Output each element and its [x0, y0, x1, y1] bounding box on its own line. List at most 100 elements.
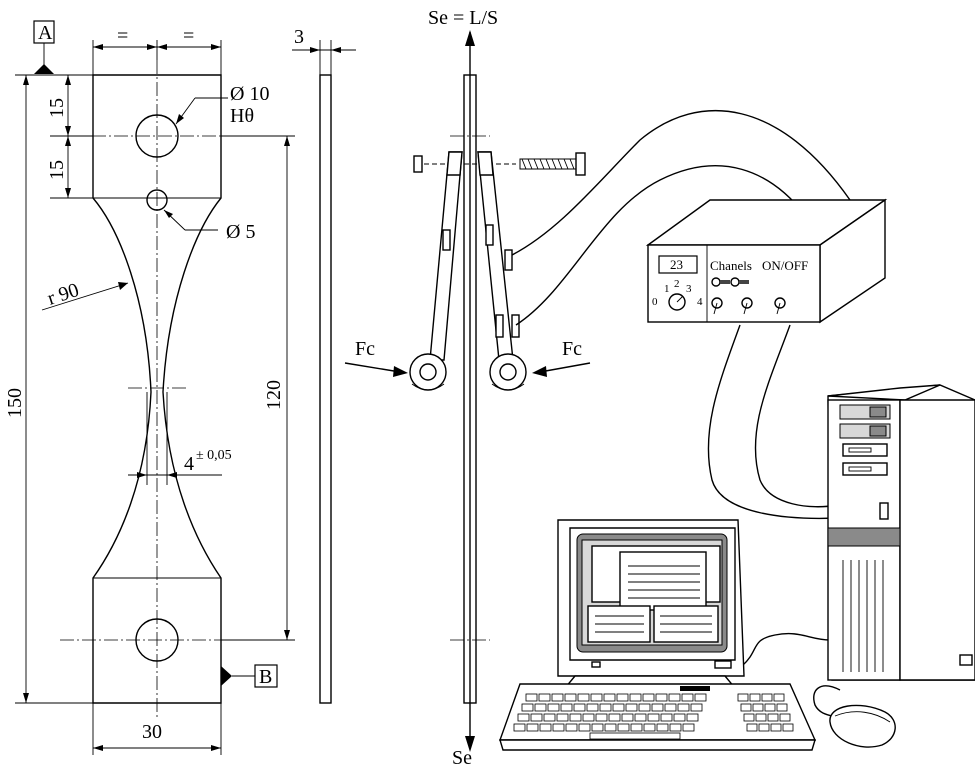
keyboard-key[interactable] [616, 693, 629, 702]
keyboard-key[interactable] [668, 693, 681, 702]
specimen-side-view: 3 [292, 26, 356, 704]
keyboard-key[interactable] [569, 713, 582, 722]
mouse[interactable] [829, 704, 896, 748]
dim-gauge: 120 [221, 135, 295, 641]
numpad-key[interactable] [779, 713, 791, 722]
numpad-key[interactable] [740, 703, 752, 712]
keyboard-key[interactable] [630, 723, 643, 732]
keyboard-key[interactable] [595, 713, 608, 722]
keyboard-key[interactable] [573, 703, 586, 712]
keyboard-key[interactable] [643, 723, 656, 732]
floppy-slot [848, 447, 872, 453]
numpad-key[interactable] [743, 713, 755, 722]
numpad-key[interactable] [761, 693, 773, 702]
keyboard-key[interactable] [538, 693, 551, 702]
keyboard-key[interactable] [565, 723, 578, 732]
keyboard-key[interactable] [656, 723, 669, 732]
keyboard-key[interactable] [586, 703, 599, 712]
keyboard-key[interactable] [590, 693, 603, 702]
numpad-key[interactable] [764, 703, 776, 712]
power-button[interactable] [879, 502, 889, 520]
keyboard-key[interactable] [617, 723, 630, 732]
keyboard-key[interactable] [682, 723, 695, 732]
pc-tower [827, 384, 975, 681]
keyboard-key[interactable] [534, 703, 547, 712]
keyboard-key[interactable] [686, 713, 699, 722]
keyboard-key[interactable] [642, 693, 655, 702]
bolt [413, 152, 586, 176]
keyboard-key[interactable] [556, 713, 569, 722]
keyboard-key[interactable] [690, 703, 703, 712]
numpad-key[interactable] [749, 693, 761, 702]
keyboard-key[interactable] [694, 693, 707, 702]
keyboard-key[interactable] [564, 693, 577, 702]
keyboard-key[interactable] [560, 703, 573, 712]
arrowhead [65, 136, 71, 146]
numpad-key[interactable] [782, 723, 794, 732]
keyboard-key[interactable] [525, 693, 538, 702]
keyboard-key[interactable] [603, 693, 616, 702]
keyboard-key[interactable] [526, 723, 539, 732]
arrow-down [465, 736, 475, 752]
keyboard-key[interactable] [647, 713, 660, 722]
hole-callouts: Ø 10 Hθ Ø 5 [163, 83, 269, 243]
mouse-button-line [834, 711, 891, 723]
keyboard-key[interactable] [604, 723, 617, 732]
arrowhead [147, 44, 157, 50]
numpad-key[interactable] [758, 723, 770, 732]
keyboard-key[interactable] [673, 713, 686, 722]
arrowhead [211, 745, 221, 751]
keyboard-key[interactable] [669, 723, 682, 732]
keyboard-key[interactable] [578, 723, 591, 732]
keyboard-key[interactable] [577, 693, 590, 702]
keyboard-key[interactable] [582, 713, 595, 722]
keyboard-key[interactable] [608, 713, 621, 722]
monitor-power[interactable] [714, 660, 732, 669]
numpad-key[interactable] [776, 703, 788, 712]
numpad-key[interactable] [773, 693, 785, 702]
keyboard-key[interactable] [547, 703, 560, 712]
keyboard-key[interactable] [612, 703, 625, 712]
floppy-slot [848, 466, 872, 472]
numpad-key[interactable] [737, 693, 749, 702]
keyboard-key[interactable] [599, 703, 612, 712]
keyboard-key[interactable] [651, 703, 664, 712]
numpad-key[interactable] [770, 723, 782, 732]
numpad-key[interactable] [767, 713, 779, 722]
dim-gauge-label: 120 [263, 380, 285, 410]
specimen-front-view [60, 60, 290, 720]
numpad-key[interactable] [746, 723, 758, 732]
keyboard-key[interactable] [625, 703, 638, 712]
keyboard-key[interactable] [638, 703, 651, 712]
loading-assembly: Se = L/S Se [344, 7, 591, 768]
keyboard-key[interactable] [539, 723, 552, 732]
keyboard-key[interactable] [551, 693, 564, 702]
keyboard-key[interactable] [552, 723, 565, 732]
keyboard-key[interactable] [681, 693, 694, 702]
keyboard-key[interactable] [591, 723, 604, 732]
keyboard-key[interactable] [664, 703, 677, 712]
spacebar-key[interactable] [589, 732, 681, 740]
switch-lever [776, 302, 781, 315]
arm-left-body [429, 151, 463, 361]
arrow-up [465, 30, 475, 46]
keyboard-key[interactable] [660, 713, 673, 722]
keyboard-key[interactable] [677, 703, 690, 712]
amp-display-value: 23 [670, 257, 683, 272]
switch-lever [743, 302, 748, 315]
width-label: 30 [142, 721, 162, 743]
numpad-key[interactable] [755, 713, 767, 722]
app-window-front [619, 551, 707, 611]
keyboard-key[interactable] [530, 713, 543, 722]
keyboard-key[interactable] [517, 713, 530, 722]
keyboard-key[interactable] [513, 723, 526, 732]
cable-arm-to-amp-2 [515, 165, 806, 326]
keyboard-key[interactable] [629, 693, 642, 702]
keyboard-key[interactable] [634, 713, 647, 722]
keyboard-key[interactable] [621, 713, 634, 722]
keyboard-key[interactable] [543, 713, 556, 722]
keyboard-key[interactable] [655, 693, 668, 702]
keyboard-key[interactable] [521, 703, 534, 712]
numpad-key[interactable] [752, 703, 764, 712]
